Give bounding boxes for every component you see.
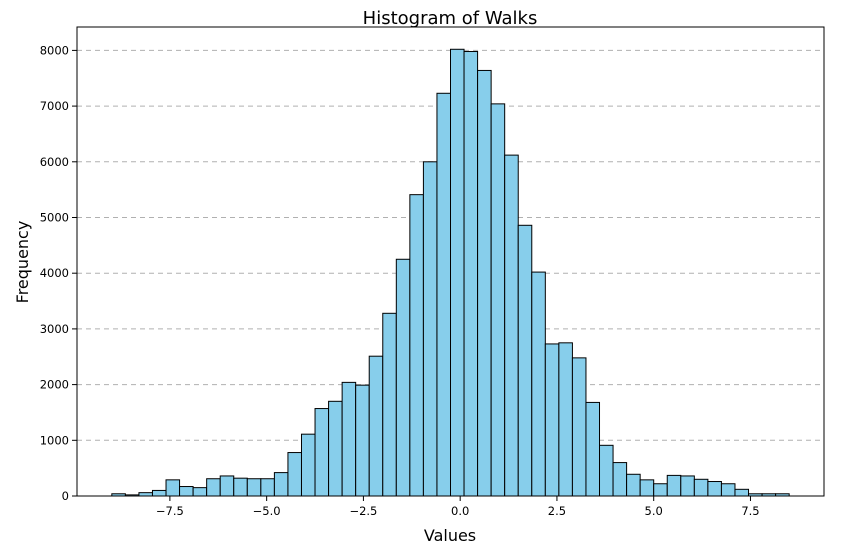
y-tick-label: 4000 [40,266,69,280]
histogram-bar [328,400,343,497]
histogram-bar [179,486,194,497]
histogram-bar [246,478,262,497]
histogram-bar [422,161,438,497]
histogram-bar [409,194,424,497]
histogram-bar [436,92,452,497]
histogram-bar [192,487,208,497]
x-tick-label: −2.5 [349,504,377,518]
histogram-bar [273,472,289,497]
histogram-bar [355,384,370,497]
histogram-bar [666,474,682,497]
y-tick-label: 3000 [40,322,69,336]
y-tick-label: 0 [62,489,69,503]
histogram-bar [206,478,221,497]
x-tick-label: −5.0 [253,504,281,518]
histogram-bar [463,51,479,497]
histogram-bar [138,492,153,497]
y-tick-label: 2000 [40,378,69,392]
histogram-bar [626,473,641,497]
histogram-bar [680,475,695,497]
histogram-bar [151,489,167,497]
histogram-bar [395,258,411,497]
x-tick-label: 0.0 [451,504,469,518]
y-tick-label: 8000 [40,43,69,57]
histogram-bar [599,444,614,497]
y-tick-label: 6000 [40,155,69,169]
histogram-bar [517,224,533,497]
histogram-bar [707,481,722,497]
x-tick-label: 7.5 [741,504,759,518]
histogram-bars [111,48,790,497]
histogram-bar [558,342,573,497]
histogram-bar [382,312,397,497]
histogram-bar [341,381,357,497]
histogram-bar [300,433,316,497]
y-tick-label: 7000 [40,99,69,113]
histogram-bar [477,69,492,497]
histogram-bar [734,488,750,497]
axes-frame [76,26,825,497]
histogram-bar [612,462,628,497]
histogram-bar [639,479,655,497]
histogram-bar [653,483,668,497]
histogram-bar [287,452,302,497]
x-tick-label: 2.5 [548,504,566,518]
y-axis-ticks: 0 1000 2000 3000 4000 5000 6000 7000 8000 [40,43,77,503]
histogram-bar [720,483,736,497]
histogram-bar [219,475,235,497]
histogram-bar [693,478,709,497]
histogram-bar [504,154,519,497]
histogram-bar [260,478,275,497]
histogram-bar [450,48,465,497]
x-axis-ticks: −7.5 −5.0 −2.5 0.0 2.5 5.0 7.5 [156,496,760,518]
histogram-bar [571,357,587,497]
y-tick-label: 5000 [40,210,69,224]
histogram-bar [314,408,330,497]
histogram-bar [544,343,560,497]
x-tick-label: 5.0 [645,504,663,518]
chart-title: Histogram of Walks [363,8,538,29]
histogram-bar [368,355,384,497]
histogram-bar [585,401,601,497]
histogram-bar [233,477,248,497]
x-tick-label: −7.5 [156,504,184,518]
x-axis-label: Values [424,526,476,545]
y-axis-label: Frequency [13,221,32,304]
y-tick-label: 1000 [40,433,69,447]
histogram-bar [531,271,546,497]
histogram-bar [490,103,506,497]
histogram-bar [165,479,181,497]
